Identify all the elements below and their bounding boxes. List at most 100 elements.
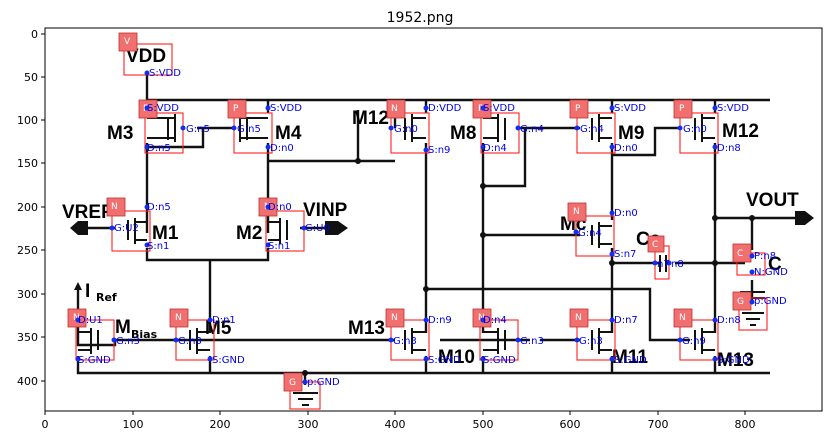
device-labels: M3 M4 M12 M8 M9 M12 M1 M2 Mc Cc M Bias M… (107, 108, 759, 371)
vout-port-icon (795, 211, 814, 225)
device-label-m9: M9 (618, 123, 644, 144)
svg-text:G:U0: G:U0 (305, 223, 330, 234)
svg-text:D:n5: D:n5 (147, 202, 171, 213)
svg-text:S:GND: S:GND (483, 355, 516, 366)
device-label-m2: M2 (236, 223, 262, 244)
svg-text:D:n0: D:n0 (614, 208, 638, 219)
net-label-vinp: VINP (303, 200, 348, 221)
svg-text:n8: n8 (671, 259, 684, 270)
svg-text:S:GND: S:GND (78, 355, 111, 366)
device-label-m13b: M13 (717, 350, 754, 371)
svg-text:G:n4: G:n4 (580, 124, 604, 135)
svg-text:P:n8: P:n8 (754, 251, 776, 262)
svg-text:S:VDD: S:VDD (614, 103, 646, 114)
svg-text:S:GND: S:GND (212, 355, 245, 366)
pin-dots (75, 70, 755, 385)
svg-text:G:n3: G:n3 (393, 336, 417, 347)
vinp-port-icon (325, 221, 348, 235)
device-label-m10: M10 (438, 347, 475, 368)
svg-text:N: N (391, 104, 398, 114)
y-tick-label: 50 (24, 71, 38, 84)
svg-text:G:n0: G:n0 (683, 124, 707, 135)
junctions (302, 158, 755, 376)
svg-text:D:n7: D:n7 (614, 315, 638, 326)
svg-text:D:n4: D:n4 (483, 143, 507, 154)
svg-text:D:n1: D:n1 (212, 315, 236, 326)
net-label-c: C (768, 254, 782, 275)
svg-text:S:VDD: S:VDD (270, 103, 302, 114)
device-label-mbias-sub: Bias (131, 328, 158, 341)
svg-text:G:n3: G:n3 (579, 336, 603, 347)
net-label-vref: VREF (62, 202, 113, 223)
svg-text:S:VDD: S:VDD (483, 103, 515, 114)
svg-text:N: N (575, 313, 582, 323)
y-tick-label: 250 (17, 244, 38, 257)
svg-text:S:n9: S:n9 (428, 145, 450, 156)
svg-text:S:GND: S:GND (717, 355, 750, 366)
vref-port-icon (70, 221, 88, 235)
svg-text:D:VDD: D:VDD (428, 103, 462, 114)
svg-text:S:VDD: S:VDD (147, 103, 179, 114)
svg-text:G:n3: G:n3 (178, 336, 202, 347)
y-tick-label: 100 (17, 114, 38, 127)
svg-text:D:n5: D:n5 (147, 143, 171, 154)
y-tick-label: 150 (17, 157, 38, 170)
svg-text:P: P (679, 104, 685, 114)
svg-text:S:GND: S:GND (428, 355, 461, 366)
svg-text:D:n0: D:n0 (268, 202, 292, 213)
svg-text:G:n5: G:n5 (186, 124, 210, 135)
svg-text:G:n4: G:n4 (520, 124, 544, 135)
svg-text:G:n0: G:n0 (394, 124, 418, 135)
svg-text:D:n9: D:n9 (428, 315, 452, 326)
svg-text:V: V (124, 37, 131, 47)
svg-text:S:VDD: S:VDD (149, 68, 181, 79)
device-label-m3: M3 (107, 123, 133, 144)
svg-text:N: N (175, 313, 182, 323)
svg-text:N: N (111, 202, 118, 212)
transistor-symbols (78, 114, 765, 406)
svg-text:N: N (478, 313, 485, 323)
port-arrows (70, 211, 814, 290)
x-tick-label: 300 (298, 418, 319, 431)
svg-text:G:n9: G:n9 (682, 336, 706, 347)
svg-text:G:n4: G:n4 (578, 228, 602, 239)
y-tick-label: 0 (31, 28, 38, 41)
svg-text:G: G (289, 378, 296, 388)
svg-text:p:GND: p:GND (307, 377, 340, 388)
svg-text:D:n0: D:n0 (614, 143, 638, 154)
x-tick-label: 200 (210, 418, 231, 431)
svg-text:G:n3: G:n3 (520, 336, 544, 347)
y-tick-label: 200 (17, 201, 38, 214)
svg-text:S:VDD: S:VDD (717, 103, 749, 114)
net-label-iref-sub: Ref (96, 291, 117, 304)
svg-text:S:n7: S:n7 (614, 249, 636, 260)
device-label-m1: M1 (152, 223, 179, 244)
svg-text:P: P (575, 104, 581, 114)
device-label-m12b: M12 (722, 121, 759, 142)
svg-text:N: N (73, 313, 80, 323)
svg-text:C: C (652, 240, 658, 250)
svg-text:G:n3: G:n3 (116, 336, 140, 347)
plot-frame (44, 27, 823, 412)
svg-text:P: P (233, 104, 239, 114)
svg-text:G:n5: G:n5 (237, 124, 261, 135)
net-label-vout: VOUT (746, 190, 799, 211)
device-label-m11: M11 (612, 347, 648, 368)
svg-text:D:U1: D:U1 (78, 315, 103, 326)
device-label-m4: M4 (275, 123, 302, 144)
net-label-iref: I (85, 281, 90, 302)
pin-labels: S:VDD S:VDD G:n5 D:n5 S:VDD G:n5 D:n0 D:… (78, 68, 788, 388)
x-tick-label: 600 (560, 418, 581, 431)
net-labels: VDD VREF VINP VOUT I Ref C (62, 46, 799, 304)
y-tick-label: 400 (17, 375, 38, 388)
svg-text:D:n8: D:n8 (717, 143, 741, 154)
x-tick-label: 100 (123, 418, 144, 431)
device-label-mbias: M (115, 317, 131, 338)
y-tick-label: 300 (17, 288, 38, 301)
device-label-m12a: M12 (352, 108, 389, 129)
svg-text:S:GND: S:GND (614, 355, 647, 366)
y-axis: 0 50 100 150 200 250 300 350 400 (17, 28, 45, 388)
figure-title: 1952.png (387, 10, 454, 26)
svg-text:D:n8: D:n8 (717, 315, 741, 326)
